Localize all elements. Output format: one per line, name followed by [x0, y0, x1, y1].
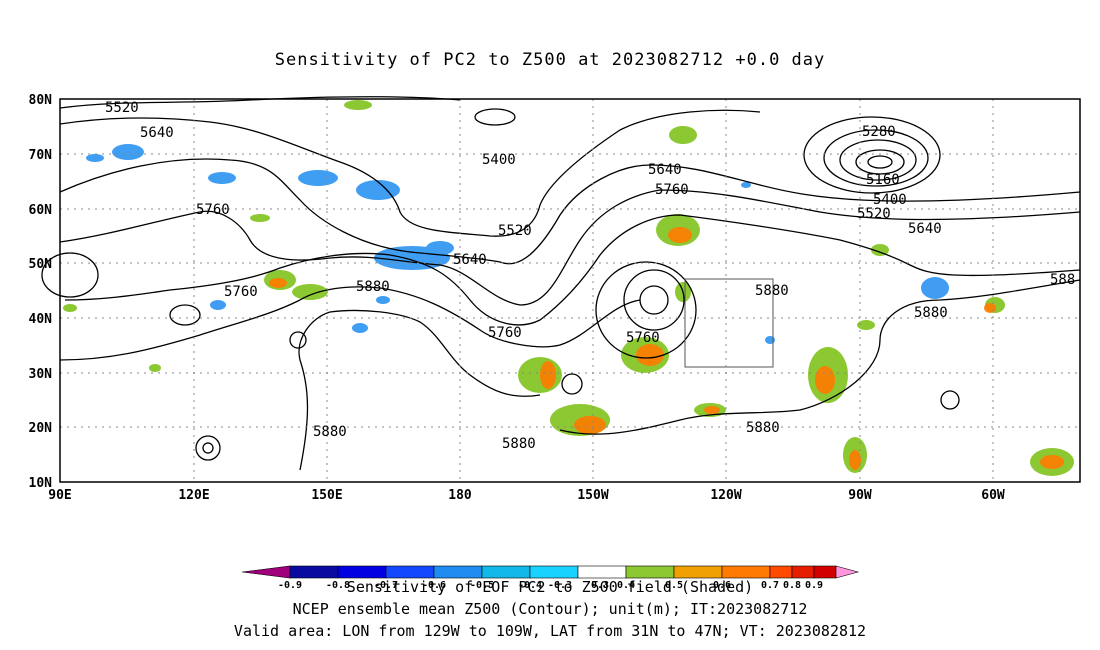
colorbar-tick-label: -0.3: [548, 580, 572, 591]
contour-label: 588: [1050, 272, 1075, 288]
colorbar-tick-label: 0.4: [617, 580, 635, 591]
colorbar-tick-label: -0.8: [326, 580, 350, 591]
contour-label: 5760: [626, 330, 660, 346]
y-tick-label: 50N: [29, 257, 53, 272]
colorbar-swatch: [337, 565, 387, 579]
colorbar-tick-label: 0.9: [805, 580, 823, 591]
x-tick-label: 150E: [311, 488, 342, 503]
contour-label: 5760: [196, 202, 230, 218]
contour-label: 5880: [313, 424, 347, 440]
colorbar-swatch: [481, 565, 531, 579]
contour-label-layer: 5520 5640 5400 5640 5760 5280 5160 5400 …: [105, 100, 1075, 452]
y-tick-label: 80N: [29, 93, 53, 108]
colorbar-swatch: [673, 565, 723, 579]
colorbar-swatch: [385, 565, 435, 579]
x-tick-label: 120E: [178, 488, 209, 503]
contour-label: 5760: [655, 182, 689, 198]
colorbar: [241, 565, 860, 579]
contour-label: 5760: [224, 284, 258, 300]
contour-label: 5880: [502, 436, 536, 452]
contour-label: 5640: [140, 125, 174, 141]
colorbar-tick-label: 0.6: [713, 580, 731, 591]
contour-label: 5640: [908, 221, 942, 237]
z500-contours: [41, 95, 1081, 471]
chart-title: Sensitivity of PC2 to Z500 at 2023082712…: [274, 50, 826, 70]
colorbar-tick-label: 0.5: [665, 580, 683, 591]
colorbar-tick-label: -0.7: [374, 580, 398, 591]
contour-label: 5160: [866, 172, 900, 188]
y-axis-labels: 80N 70N 60N 50N 40N 30N 20N 10N: [29, 93, 53, 491]
x-tick-label: 180: [448, 488, 472, 503]
colorbar-tick-label: 0.8: [783, 580, 801, 591]
caption-valid-area: Valid area: LON from 129W to 109W, LAT f…: [233, 622, 867, 640]
contour-label: 5640: [453, 252, 487, 268]
colorbar-swatch: [813, 565, 837, 579]
caption-shading: Sensitivity of EOF PC2 to Z500 field (Sh…: [346, 578, 754, 596]
colorbar-swatch: [433, 565, 483, 579]
contour-label: 5880: [914, 305, 948, 321]
contour-label: 5880: [356, 279, 390, 295]
map-frame: [59, 98, 1081, 483]
colorbar-swatch: [289, 565, 339, 579]
y-tick-label: 70N: [29, 148, 53, 163]
y-tick-label: 40N: [29, 312, 53, 327]
colorbar-swatch: [625, 565, 675, 579]
colorbar-tick-label: -0.9: [278, 580, 302, 591]
colorbar-tick-label: -0.6: [422, 580, 446, 591]
x-tick-label: 60W: [981, 488, 1005, 503]
colorbar-swatch: [529, 565, 579, 579]
x-tick-label: 150W: [577, 488, 608, 503]
caption-contour: NCEP ensemble mean Z500 (Contour); unit(…: [292, 600, 808, 618]
x-tick-label: 90E: [48, 488, 71, 503]
y-tick-label: 10N: [29, 476, 53, 491]
contour-label: 5400: [482, 152, 516, 168]
contour-label: 5760: [488, 325, 522, 341]
contour-label: 5400: [873, 192, 907, 208]
contour-label: 5280: [862, 124, 896, 140]
colorbar-max-arrow: [835, 565, 860, 579]
colorbar-swatch: [769, 565, 793, 579]
y-tick-label: 60N: [29, 203, 53, 218]
colorbar-min-arrow: [241, 565, 291, 579]
colorbar-swatch: [577, 565, 627, 579]
valid-area-box: [684, 278, 774, 368]
contour-label: 5520: [105, 100, 139, 116]
colorbar-swatch: [791, 565, 815, 579]
colorbar-tick-label: 0.7: [761, 580, 779, 591]
colorbar-swatch: [721, 565, 771, 579]
x-tick-label: 120W: [710, 488, 741, 503]
colorbar-labels: -0.9 -0.8 -0.7 -0.6 -0.5 -0.4 -0.3 0.3 0…: [278, 580, 823, 591]
sensitivity-shading: [63, 100, 1074, 476]
y-tick-label: 30N: [29, 367, 53, 382]
x-axis-labels: 90E 120E 150E 180 150W 120W 90W 60W: [48, 488, 1005, 503]
colorbar-tick-label: -0.5: [470, 580, 494, 591]
contour-label: 5880: [755, 283, 789, 299]
contour-label: 5520: [857, 206, 891, 222]
colorbar-tick-label: 0.3: [591, 580, 609, 591]
contour-label: 5520: [498, 223, 532, 239]
colorbar-tick-label: -0.4: [518, 580, 542, 591]
contour-label: 5880: [746, 420, 780, 436]
grid-lines: [60, 99, 1080, 482]
contour-label: 5640: [648, 162, 682, 178]
y-tick-label: 20N: [29, 421, 53, 436]
x-tick-label: 90W: [848, 488, 872, 503]
